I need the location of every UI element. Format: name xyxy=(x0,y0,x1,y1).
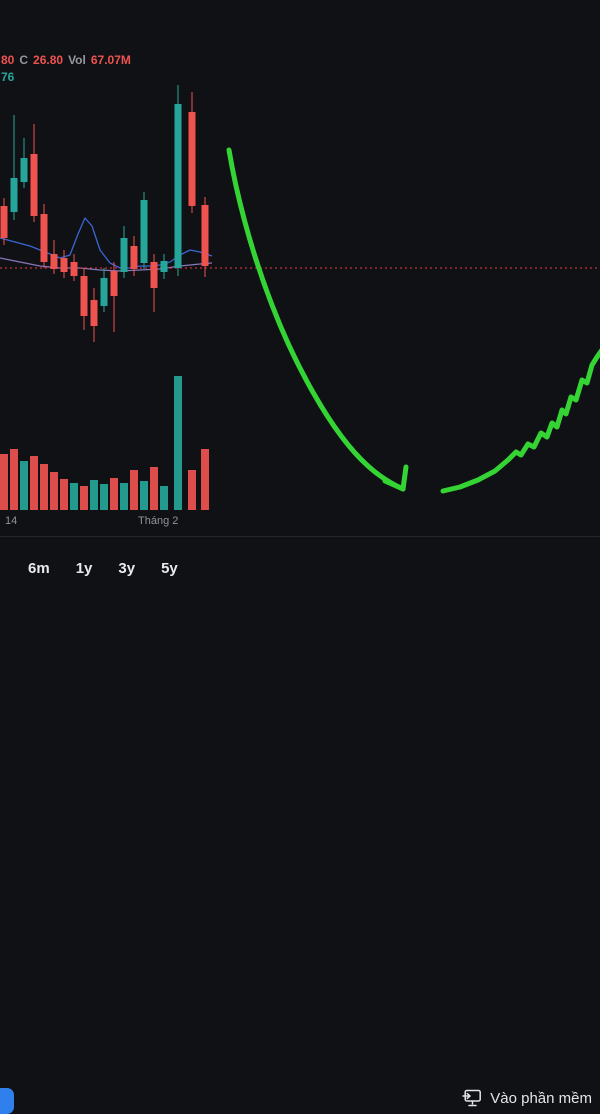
candle-body xyxy=(50,254,58,269)
ma-readout: 76 xyxy=(1,70,19,84)
candle-body xyxy=(174,104,182,268)
app-logo-badge[interactable] xyxy=(0,1088,14,1114)
candle-body xyxy=(188,112,196,206)
drawn-down-arrowhead xyxy=(400,464,409,492)
volume-bar xyxy=(110,478,118,510)
range-button-5y[interactable]: 5y xyxy=(153,552,186,585)
volume-bar xyxy=(174,376,182,510)
volume-bar xyxy=(90,480,98,510)
volume-bar xyxy=(140,481,148,510)
candle-body xyxy=(130,246,138,269)
readout-value: Vol xyxy=(68,53,86,67)
candle-body xyxy=(80,276,88,316)
volume-bar xyxy=(70,483,78,510)
candle-body xyxy=(40,214,48,262)
candle-body xyxy=(60,258,68,272)
range-button-6m[interactable]: 6m xyxy=(20,552,58,585)
candle-body xyxy=(110,271,118,296)
toolbar-divider xyxy=(0,536,600,537)
ma-slow-line xyxy=(0,257,213,272)
volume-bar xyxy=(201,449,209,510)
open-software-link[interactable]: Vào phần mềm xyxy=(462,1089,592,1107)
volume-bar xyxy=(80,486,88,510)
time-axis-label: Tháng 2 xyxy=(138,515,179,527)
volume-bar xyxy=(100,484,108,510)
drawn-recovery-line xyxy=(440,348,600,494)
volume-bar xyxy=(60,479,68,510)
volume-bar xyxy=(188,470,196,510)
readout-value: 80 xyxy=(1,53,15,67)
candle-body xyxy=(10,178,18,212)
monitor-arrow-icon xyxy=(462,1089,482,1107)
volume-bar xyxy=(130,470,138,510)
readout-value: 76 xyxy=(1,70,15,84)
open-software-label: Vào phần mềm xyxy=(490,1089,592,1107)
candle-body xyxy=(160,261,168,272)
volume-bar xyxy=(160,486,168,510)
candle-body xyxy=(20,158,28,182)
candle-body xyxy=(30,154,38,216)
volume-bar xyxy=(150,467,158,510)
candle-body xyxy=(100,278,108,306)
bottom-toolbar: 6m 1y 3y 5y Vào phần mềm xyxy=(0,537,600,1114)
drawn-down-arrowhead xyxy=(382,478,406,492)
volume-bar xyxy=(30,456,38,510)
volume-bar xyxy=(0,454,8,510)
readout-value: C xyxy=(19,53,29,67)
volume-bar xyxy=(50,472,58,510)
volume-bar xyxy=(20,461,28,510)
candle-body xyxy=(90,300,98,326)
candle-body xyxy=(120,238,128,272)
volume-bar xyxy=(10,449,18,510)
candle-body xyxy=(0,206,8,238)
readout-value: 26.80 xyxy=(33,53,64,67)
candle-body xyxy=(70,262,78,276)
time-axis-label: 14 xyxy=(5,515,18,527)
volume-bar xyxy=(120,483,128,510)
candle-body xyxy=(140,200,148,263)
candle-body xyxy=(201,205,209,266)
range-button-3y[interactable]: 3y xyxy=(110,552,143,585)
drawn-down-arrow xyxy=(226,147,406,492)
candle-body xyxy=(150,262,158,288)
ohlc-readout: 80 C 26.80 Vol 67.07M xyxy=(1,53,136,67)
chart-area[interactable]: 80 C 26.80 Vol 67.07M 76 14 Tháng 2 xyxy=(0,0,600,600)
range-selector: 6m 1y 3y 5y xyxy=(20,552,186,585)
volume-bar xyxy=(40,464,48,510)
range-button-1y[interactable]: 1y xyxy=(68,552,101,585)
price-chart-svg[interactable] xyxy=(0,0,600,600)
readout-value: 67.07M xyxy=(90,53,131,67)
